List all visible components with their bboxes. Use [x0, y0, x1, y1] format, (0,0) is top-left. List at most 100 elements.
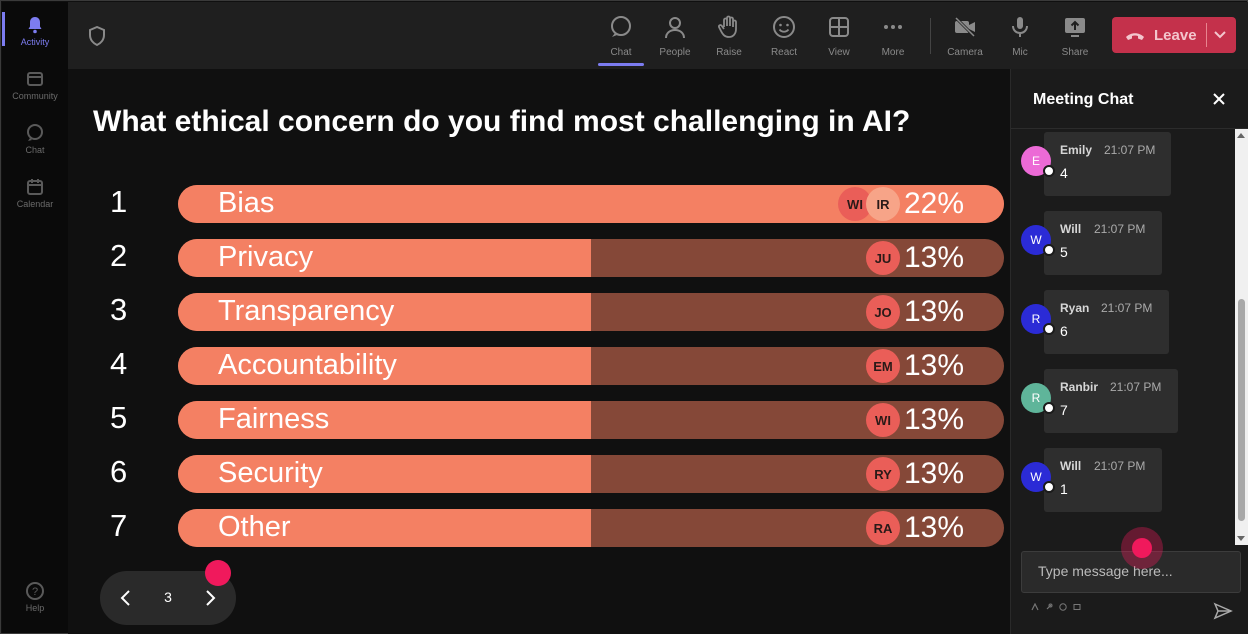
- toolbar-button-label: Mic: [1012, 47, 1028, 58]
- toolbar-button-label: React: [770, 47, 798, 58]
- poll-option-bar: Other RA 13%: [178, 509, 1004, 547]
- toolbar-more-button[interactable]: More: [868, 12, 918, 62]
- voter-avatar: JO: [866, 295, 900, 329]
- message-bubble: Will 21:07 PM 1: [1044, 448, 1162, 512]
- option-number: 1: [110, 184, 128, 219]
- chevron-right-icon[interactable]: [200, 588, 220, 608]
- scroll-down-icon[interactable]: [1237, 536, 1245, 541]
- voter-avatar: RA: [866, 511, 900, 545]
- poll-option-fill: [178, 239, 591, 277]
- message-text: 7: [1060, 402, 1068, 418]
- sender-name: Will: [1060, 459, 1082, 473]
- rail-item-label: Help: [25, 603, 45, 613]
- emoji-icon[interactable]: [1059, 603, 1067, 611]
- poll-option-bar: Transparency JO 13%: [178, 293, 1004, 331]
- poll-option-percent: 13%: [903, 241, 964, 274]
- option-number: 3: [110, 292, 128, 327]
- presence-status-icon: [1043, 402, 1055, 414]
- avatar[interactable]: E: [1021, 146, 1051, 176]
- toolbar-people-button[interactable]: People: [650, 12, 700, 62]
- rail-item-community[interactable]: Community: [2, 60, 68, 110]
- svg-text:?: ?: [32, 586, 38, 598]
- shield-icon[interactable]: [88, 26, 106, 46]
- scroll-thumb[interactable]: [1238, 299, 1245, 521]
- chat-message[interactable]: Ryan 21:07 PM 6 R: [1011, 290, 1235, 354]
- sender-name: Ranbir: [1060, 380, 1099, 394]
- chat-icon: [27, 124, 43, 141]
- rail-item-help[interactable]: ? Help: [2, 572, 68, 622]
- option-number: 2: [110, 238, 128, 273]
- voter-avatar: WI: [866, 403, 900, 437]
- message-timestamp: 21:07 PM: [1104, 143, 1156, 157]
- presence-status-icon: [1043, 244, 1055, 256]
- poll-results: What ethical concern do you find most ch…: [68, 69, 1010, 634]
- poll-option-percent: 13%: [903, 295, 964, 328]
- toolbar-raise-button[interactable]: Raise: [704, 12, 754, 62]
- poll-option-fill: [178, 347, 591, 385]
- message-bubble: Will 21:07 PM 5: [1044, 211, 1162, 275]
- chat-message[interactable]: Will 21:07 PM 1 W: [1011, 448, 1235, 512]
- voter-avatar: IR: [866, 187, 900, 221]
- active-tab-indicator: [598, 63, 644, 66]
- message-timestamp: 21:07 PM: [1101, 301, 1153, 315]
- sender-name: Will: [1060, 222, 1082, 236]
- poll-option-label: Fairness: [218, 403, 330, 435]
- gif-icon[interactable]: [1073, 603, 1081, 611]
- toolbar-react-button[interactable]: React: [759, 12, 809, 62]
- message-timestamp: 21:07 PM: [1110, 380, 1162, 394]
- chat-message[interactable]: Ranbir 21:07 PM 7 R: [1011, 369, 1235, 433]
- chevron-down-icon[interactable]: [1212, 26, 1228, 42]
- chevron-left-icon[interactable]: [116, 588, 136, 608]
- voter-avatar: JU: [866, 241, 900, 275]
- people-icon: [665, 17, 685, 39]
- chat-message[interactable]: Emily 21:07 PM 4 E: [1011, 132, 1235, 196]
- toolbar-share-button[interactable]: Share: [1050, 12, 1100, 62]
- toolbar-button-label: More: [881, 47, 905, 58]
- message-text: 4: [1060, 165, 1068, 181]
- share-icon: [1065, 18, 1085, 37]
- format-icon[interactable]: [1031, 603, 1039, 611]
- avatar[interactable]: R: [1021, 304, 1051, 334]
- message-timestamp: 21:07 PM: [1094, 459, 1146, 473]
- poll-option-fill: [178, 509, 591, 547]
- meeting-toolbar: Chat People Raise React View More Camera: [68, 2, 1248, 69]
- calendar-icon: [27, 179, 43, 195]
- toolbar-button-label: View: [828, 47, 850, 58]
- rail-item-label: Chat: [25, 145, 45, 155]
- rail-item-label: Activity: [20, 37, 50, 47]
- more-icon: [884, 25, 902, 29]
- rail-item-chat[interactable]: Chat: [2, 114, 68, 164]
- leave-label: Leave: [1154, 26, 1197, 44]
- message-timestamp: 21:07 PM: [1094, 222, 1146, 236]
- message-text: 6: [1060, 323, 1068, 339]
- voter-avatar: RY: [866, 457, 900, 491]
- message-bubble: Ryan 21:07 PM 6: [1044, 290, 1169, 354]
- message-bubble: Ranbir 21:07 PM 7: [1044, 369, 1178, 433]
- rail-item-calendar[interactable]: Calendar: [2, 168, 68, 218]
- sender-name: Emily: [1060, 143, 1093, 157]
- pointer-dot: [1132, 538, 1152, 558]
- leave-button[interactable]: Leave: [1112, 17, 1236, 53]
- send-icon[interactable]: [1213, 601, 1233, 621]
- close-icon[interactable]: [1211, 91, 1227, 107]
- scroll-up-icon[interactable]: [1237, 133, 1245, 138]
- toolbar-view-button[interactable]: View: [814, 12, 864, 62]
- toolbar-divider: [930, 18, 931, 54]
- chat-message-input[interactable]: Type message here...: [1021, 551, 1241, 593]
- presence-status-icon: [1043, 481, 1055, 493]
- chat-message[interactable]: Will 21:07 PM 5 W: [1011, 211, 1235, 275]
- chat-scrollbar[interactable]: [1235, 129, 1248, 545]
- attach-icon[interactable]: [1045, 603, 1053, 611]
- rail-item-activity[interactable]: Activity: [2, 6, 68, 56]
- camera-off-icon: [954, 16, 976, 38]
- toolbar-camera-button[interactable]: Camera: [940, 12, 990, 62]
- poll-option-bar: Security RY 13%: [178, 455, 1004, 493]
- help-icon: ?: [26, 582, 44, 600]
- mic-icon: [1012, 17, 1028, 37]
- message-bubble: Emily 21:07 PM 4: [1044, 132, 1171, 196]
- toolbar-chat-button[interactable]: Chat: [596, 12, 646, 62]
- toolbar-mic-button[interactable]: Mic: [995, 12, 1045, 62]
- community-icon: [27, 72, 43, 86]
- phone-hangup-icon: [1126, 33, 1144, 40]
- poll-option-bar: Bias WI IR 22%: [178, 185, 1004, 223]
